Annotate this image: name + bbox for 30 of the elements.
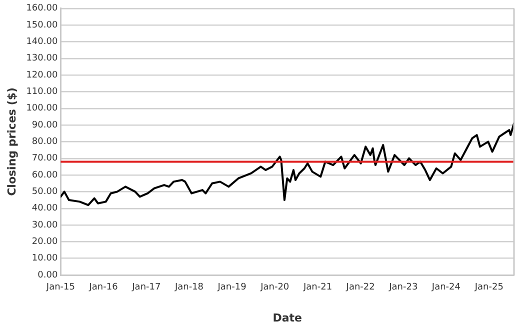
x-tick-label: Jan-23 [388,282,418,293]
y-tick-label: 0.00 [38,270,58,280]
y-tick-label: 10.00 [32,254,58,264]
x-axis-title: Date [272,311,302,324]
y-tick-label: 50.00 [32,187,58,198]
x-tick-label: Jan-24 [430,282,461,293]
y-tick-label: 130.00 [26,54,58,64]
y-tick-label: 20.00 [32,237,58,248]
y-tick-label: 140.00 [26,37,58,48]
x-tick-label: Jan-15 [45,282,75,293]
y-tick-label: 80.00 [32,137,58,148]
y-tick-label: 110.00 [26,87,58,98]
y-tick-label: 60.00 [32,170,58,180]
x-tick-label: Jan-20 [260,282,290,293]
y-tick-label: 120.00 [26,70,58,80]
x-tick-label: Jan-16 [88,282,118,293]
x-tick-label: Jan-21 [302,282,332,293]
x-tick-label: Jan-19 [216,282,247,293]
y-tick-label: 40.00 [32,204,58,214]
y-axis-title: Closing prices ($) [5,88,18,196]
y-tick-label: 90.00 [32,120,58,130]
y-tick-label: 160.00 [26,4,58,14]
x-tick-label: Jan-25 [474,282,504,293]
y-tick-label: 30.00 [32,220,58,230]
y-tick-label: 100.00 [26,104,58,114]
y-tick-label: 70.00 [32,154,58,164]
x-tick-label: Jan-18 [174,282,204,293]
x-tick-label: Jan-22 [345,282,375,293]
y-tick-label: 150.00 [26,20,58,30]
x-tick-label: Jan-17 [131,282,161,293]
